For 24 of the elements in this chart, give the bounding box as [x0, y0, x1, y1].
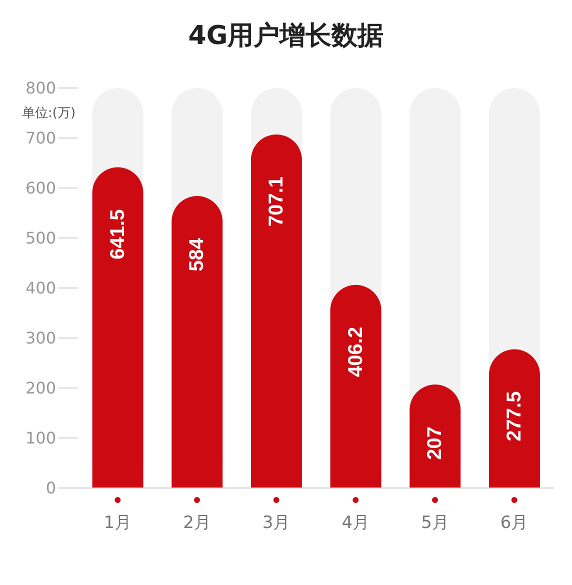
data-label: 584: [186, 237, 208, 272]
x-tick-label: 4月: [342, 513, 370, 533]
x-tick-label: 3月: [262, 513, 290, 533]
data-label: 277.5: [503, 391, 526, 442]
y-tick-label: 100: [25, 428, 56, 448]
data-label: 207: [424, 426, 446, 460]
chart-title: 4G用户增长数据: [187, 20, 385, 53]
data-label: 406.2: [344, 326, 367, 377]
y-tick-label: 200: [25, 378, 56, 398]
x-tick-label: 2月: [183, 513, 211, 533]
x-tick-label: 6月: [500, 513, 528, 533]
x-tick-label: 5月: [421, 513, 449, 533]
y-tick-label: 400: [25, 278, 56, 298]
data-label: 707.1: [265, 176, 288, 227]
bar: [410, 384, 461, 488]
data-label: 641.5: [106, 209, 129, 260]
y-tick-label: 700: [25, 128, 56, 148]
y-tick-label: 800: [25, 78, 56, 98]
y-tick-label: 300: [25, 328, 56, 348]
y-tick-label: 600: [25, 178, 56, 198]
y-tick-label: 500: [25, 228, 56, 248]
x-tick-label: 1月: [104, 513, 132, 533]
y-axis-title: 单位:(万): [22, 105, 76, 122]
y-tick-label: 0: [46, 478, 56, 498]
